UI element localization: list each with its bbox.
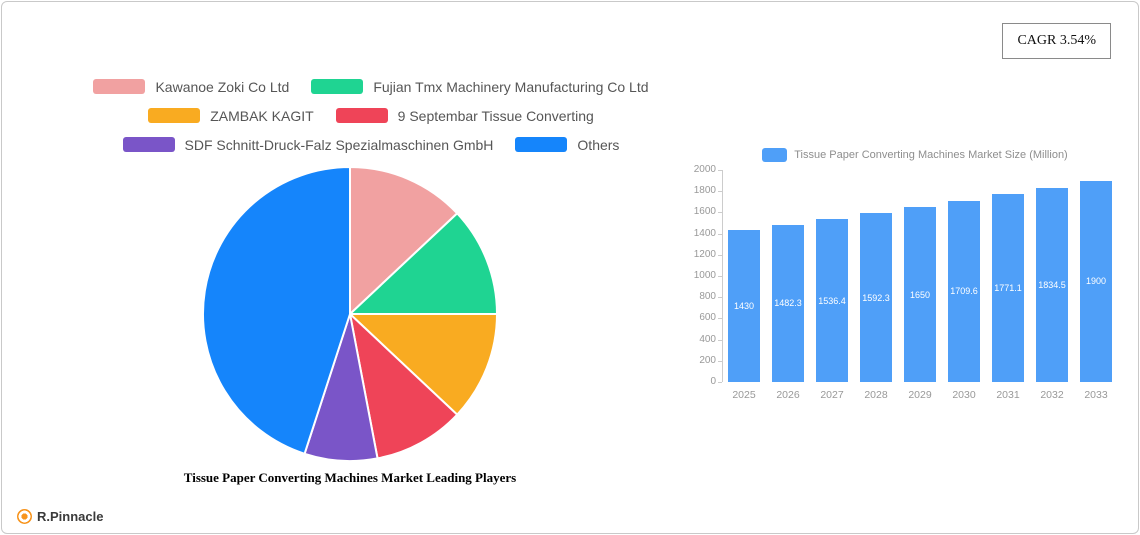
- legend-label: SDF Schnitt-Druck-Falz Spezialmaschinen …: [184, 136, 494, 153]
- y-axis-tick: [718, 318, 722, 320]
- legend-label: 9 Septembar Tissue Converting: [397, 107, 594, 124]
- pie-slice-3[interactable]: [349, 313, 459, 460]
- x-axis-label: 2026: [776, 389, 800, 401]
- y-axis-tick: [718, 233, 722, 235]
- y-axis-label: 400: [699, 333, 716, 345]
- bar-legend-label: Tissue Paper Converting Machines Market …: [794, 149, 1068, 161]
- x-axis-label: 2031: [996, 389, 1020, 401]
- bar-value-label: 1430: [733, 301, 755, 312]
- legend-item-others[interactable]: Others: [515, 137, 619, 153]
- y-axis-label: 1000: [693, 270, 716, 281]
- y-axis-label: 200: [699, 354, 716, 366]
- legend-swatch: [311, 79, 364, 94]
- bar-2028[interactable]: 1592.3: [860, 213, 892, 382]
- bar-2031[interactable]: 1771.1: [992, 194, 1024, 382]
- brand-name: R.Pinnacle: [37, 509, 104, 524]
- bar-2029[interactable]: 1650: [904, 207, 936, 382]
- legend-item-9-septembar-tissue-converting[interactable]: 9 Septembar Tissue Converting: [335, 107, 594, 124]
- pie-slice-2[interactable]: [349, 313, 498, 416]
- legend-label: Kawanoe Zoki Co Ltd: [155, 78, 290, 95]
- y-axis-line: [722, 170, 723, 382]
- bar-2033[interactable]: 1900: [1080, 180, 1112, 382]
- bar-value-label: 1709.6: [950, 286, 978, 297]
- bar-2030[interactable]: 1709.6: [948, 200, 980, 382]
- y-axis-tick: [718, 254, 722, 256]
- bar-legend-swatch: [762, 148, 788, 162]
- y-axis-tick: [718, 191, 722, 193]
- x-axis-label: 2032: [1040, 389, 1064, 401]
- legend-row: ZAMBAK KAGIT 9 Septembar Tissue Convertin…: [40, 101, 702, 130]
- pie-legend: Kawanoe Zoki Co Ltd Fujian Tmx Machinery …: [40, 72, 702, 159]
- bar-value-label: 1834.5: [1038, 279, 1066, 290]
- bar-chart: Tissue Paper Converting Machines Market …: [690, 142, 1140, 414]
- y-axis-label: 1200: [693, 248, 716, 260]
- bar-2025[interactable]: 1430: [728, 230, 760, 382]
- x-axis-label: 2033: [1084, 389, 1108, 401]
- legend-label: Fujian Tmx Machinery Manufacturing Co Lt…: [373, 78, 649, 95]
- legend-swatch: [93, 79, 146, 94]
- legend-item-sdf-schnitt-druck-falz-spezialmaschinen-gmbh[interactable]: SDF Schnitt-Druck-Falz Spezialmaschinen …: [122, 136, 494, 153]
- legend-item-kawanoe-zoki-co-ltd[interactable]: Kawanoe Zoki Co Ltd: [93, 79, 289, 95]
- y-axis-tick: [718, 360, 722, 362]
- x-axis-label: 2027: [820, 389, 844, 401]
- pie-slice-5[interactable]: [202, 166, 351, 455]
- bar-value-label: 1771.1: [994, 283, 1022, 294]
- x-axis-label: 2029: [908, 389, 932, 401]
- pie-slice-1[interactable]: [349, 212, 498, 315]
- legend-row: SDF Schnitt-Druck-Falz Spezialmaschinen …: [40, 130, 702, 159]
- x-axis-label: 2028: [864, 389, 888, 401]
- y-axis-label: 600: [699, 312, 716, 324]
- legend-item-fujian-tmx-machinery-manufacturing-co-ltd[interactable]: Fujian Tmx Machinery Manufacturing Co Lt…: [311, 78, 649, 95]
- pie-chart: [200, 164, 500, 464]
- legend-row: Kawanoe Zoki Co Ltd Fujian Tmx Machinery …: [40, 72, 702, 101]
- bar-value-label: 1650: [909, 289, 931, 300]
- pie-slice-0[interactable]: [349, 166, 459, 315]
- cagr-label: CAGR 3.54%: [1017, 33, 1096, 48]
- legend-swatch: [515, 137, 568, 152]
- x-axis-label: 2030: [952, 389, 976, 401]
- x-axis-label: 2025: [732, 389, 756, 401]
- pinnacle-logo-icon: [17, 509, 32, 524]
- pie-chart-title: Tissue Paper Converting Machines Market …: [183, 470, 517, 485]
- cagr-badge: CAGR 3.54%: [1002, 23, 1111, 59]
- y-axis-label: 0: [710, 376, 716, 387]
- bar-2026[interactable]: 1482.3: [772, 224, 804, 382]
- bar-value-label: 1482.3: [774, 298, 802, 309]
- legend-label: Others: [577, 136, 620, 153]
- y-axis-tick: [718, 339, 722, 341]
- y-axis-tick: [718, 382, 722, 383]
- bar-value-label: 1536.4: [818, 295, 846, 306]
- y-axis-label: 1400: [693, 227, 716, 239]
- legend-swatch: [148, 108, 201, 123]
- legend-swatch: [335, 108, 388, 123]
- y-axis-label: 1600: [693, 206, 716, 218]
- y-axis-label: 2000: [693, 164, 716, 175]
- bar-value-label: 1592.3: [862, 292, 890, 303]
- legend-label: ZAMBAK KAGIT: [210, 107, 314, 124]
- bar-2027[interactable]: 1536.4: [816, 219, 848, 382]
- y-axis-label: 800: [699, 291, 716, 303]
- y-axis-tick: [718, 276, 722, 277]
- legend-swatch: [122, 137, 175, 152]
- bar-value-label: 1900: [1085, 276, 1107, 287]
- y-axis-tick: [718, 297, 722, 299]
- pie-svg: [202, 166, 498, 463]
- bar-2032[interactable]: 1834.5: [1036, 187, 1068, 382]
- brand-logo: R.Pinnacle: [17, 509, 103, 524]
- bar-legend[interactable]: Tissue Paper Converting Machines Market …: [690, 148, 1140, 162]
- y-axis-tick: [718, 170, 722, 171]
- legend-item-zambak-kagit[interactable]: ZAMBAK KAGIT: [148, 107, 314, 124]
- y-axis-tick: [718, 212, 722, 214]
- y-axis-label: 1800: [693, 185, 716, 197]
